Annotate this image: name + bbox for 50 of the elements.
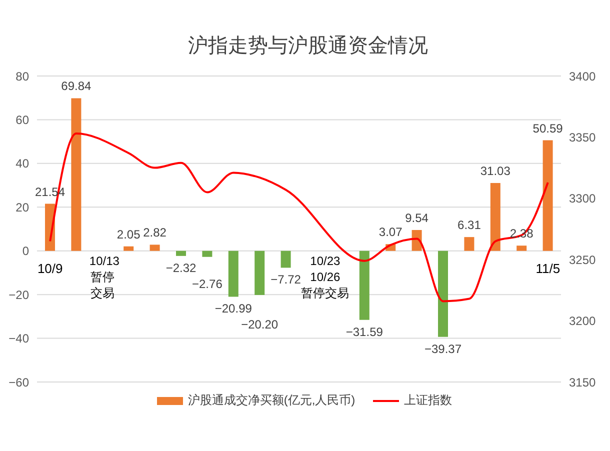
legend-label: 上证指数	[404, 392, 452, 409]
bar	[176, 250, 186, 256]
x-tick-label: 11/5	[536, 260, 560, 276]
data-label: 50.59	[532, 121, 564, 136]
y-tick-label: 40	[16, 156, 30, 171]
y2-tick-label: 3250	[569, 252, 596, 267]
data-label: 3.07	[378, 225, 403, 240]
data-label: −20.20	[241, 318, 278, 332]
bar	[490, 183, 500, 251]
y-tick-label: 60	[16, 112, 30, 127]
y2-tick-label: 3300	[569, 192, 596, 206]
y-tick-label: 20	[16, 200, 30, 214]
x-tick-label: 10/9	[37, 260, 63, 276]
bar	[124, 246, 134, 251]
annotation: 10/23 10/26 暂停交易	[300, 252, 350, 301]
data-label: −2.32	[166, 260, 196, 275]
bar	[359, 250, 370, 320]
bar	[542, 140, 553, 251]
y-tick-label: −60	[8, 375, 30, 390]
bar	[464, 237, 474, 251]
bar	[438, 250, 448, 337]
data-label: 2.82	[143, 226, 167, 240]
bar	[280, 250, 291, 268]
chart-title: 沪指走势与沪股通资金情况	[187, 34, 429, 59]
bar	[228, 250, 238, 297]
bar	[516, 246, 527, 251]
data-label: −31.59	[346, 324, 384, 339]
y-tick-label: 80	[16, 69, 30, 84]
data-label: 69.84	[61, 79, 92, 94]
y2-tick-label: 3150	[569, 375, 596, 390]
data-label: −7.72	[270, 272, 302, 287]
data-label: 6.31	[458, 218, 482, 232]
data-label: 31.03	[480, 164, 511, 178]
y-tick-label: 0	[22, 244, 30, 258]
data-label: −20.99	[214, 302, 252, 316]
data-label: 9.54	[405, 211, 429, 226]
bar	[150, 244, 160, 251]
y2-tick-label: 3200	[569, 314, 596, 328]
y-tick-label: −20	[8, 288, 30, 302]
legend-label: 沪股通成交净买额(亿元,人民币)	[188, 392, 356, 409]
y-tick-label: −40	[8, 332, 30, 346]
bar	[202, 250, 212, 257]
y2-tick-label: 3400	[569, 69, 596, 84]
data-label: −2.76	[192, 276, 223, 291]
annotation: 10/13 暂停交易	[89, 252, 120, 301]
bar	[71, 98, 82, 251]
data-label: −39.37	[424, 342, 462, 356]
data-label: 2.05	[116, 227, 141, 242]
y2-tick-label: 3350	[569, 130, 596, 144]
bar	[254, 250, 265, 296]
